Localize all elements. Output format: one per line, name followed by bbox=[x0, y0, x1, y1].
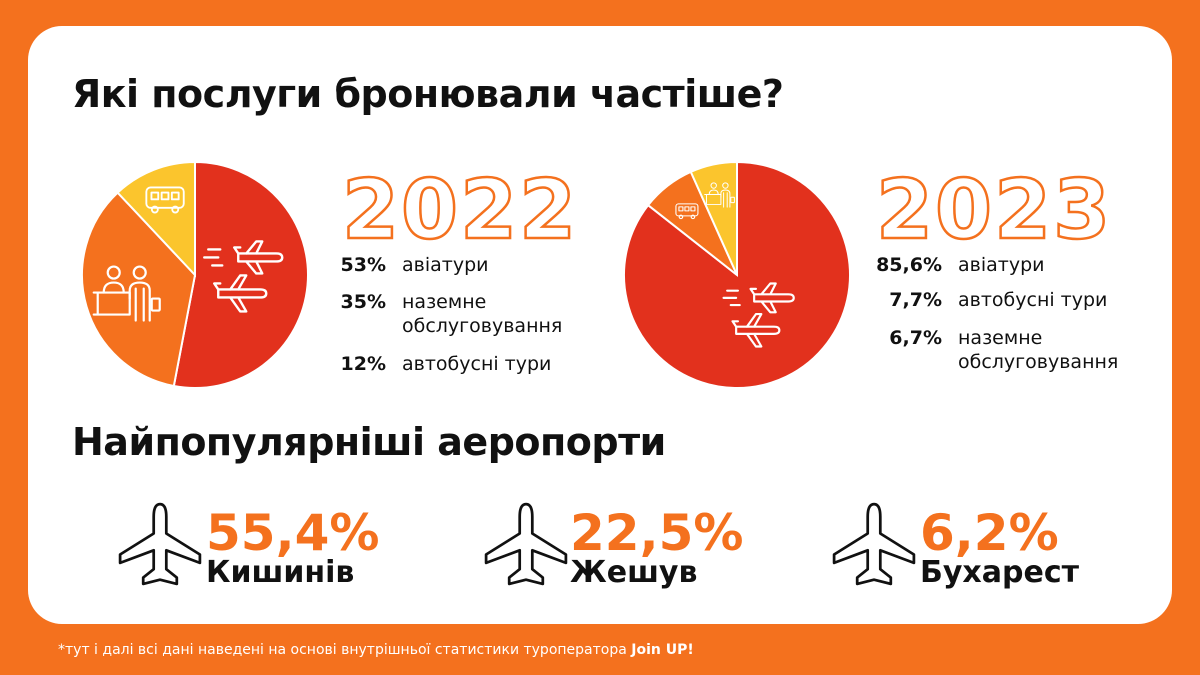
legend-percent: 35% bbox=[340, 291, 386, 313]
legend-label-line: обслуговування bbox=[402, 315, 563, 337]
footnote-text: *тут і далі всі дані наведені на основі … bbox=[58, 642, 632, 658]
airport-share: 22,5% bbox=[570, 504, 744, 562]
legend-percent: 53% bbox=[340, 254, 386, 276]
airport-city: Бухарест bbox=[920, 555, 1080, 590]
year-label-2023: 2023 bbox=[875, 163, 1113, 258]
legend-percent: 7,7% bbox=[889, 289, 942, 311]
legend-label-line: наземне bbox=[402, 291, 487, 313]
pie-chart-2023 bbox=[623, 160, 851, 389]
legend-row: 85,6% авіатури bbox=[868, 253, 1044, 277]
reception-desk-icon bbox=[92, 265, 161, 322]
airport-city: Жешув bbox=[570, 555, 698, 590]
page-title: Які послуги бронювали частіше? bbox=[72, 72, 784, 116]
bus-icon bbox=[675, 203, 699, 220]
airplanes-icon bbox=[722, 282, 795, 348]
legend-label-line: авіатури bbox=[958, 254, 1045, 276]
airport-share: 55,4% bbox=[206, 504, 380, 562]
legend-row: 53% авіатури bbox=[330, 253, 489, 277]
legend-label-line: автобусні тури bbox=[958, 289, 1108, 311]
pie-chart-2022 bbox=[81, 160, 309, 389]
pie-slice-3 bbox=[116, 160, 196, 278]
legend-percent: 12% bbox=[340, 353, 386, 375]
legend-row: 6,7% наземне обслуговування bbox=[868, 326, 1118, 374]
legend-label-line: наземне bbox=[958, 327, 1043, 349]
airport-share: 6,2% bbox=[920, 504, 1059, 562]
legend-label: авіатури bbox=[402, 253, 488, 277]
airplane-icon bbox=[484, 502, 568, 586]
airplane-icon bbox=[118, 502, 202, 586]
legend-label: наземне обслуговування bbox=[958, 326, 1118, 374]
legend-label-line: обслуговування bbox=[958, 351, 1119, 373]
legend-percent: 6,7% bbox=[889, 327, 942, 349]
legend-percent: 85,6% bbox=[876, 254, 942, 276]
legend-label: авіатури bbox=[958, 253, 1044, 277]
legend-label: автобусні тури bbox=[958, 288, 1107, 312]
airplanes-icon bbox=[203, 240, 284, 313]
reception-desk-icon bbox=[704, 182, 735, 208]
legend-row: 7,7% автобусні тури bbox=[868, 288, 1107, 312]
pie-slice-2 bbox=[81, 191, 197, 388]
legend-label: автобусні тури bbox=[402, 352, 551, 376]
legend-row: 35% наземне обслуговування bbox=[330, 290, 563, 338]
airport-city: Кишинів bbox=[206, 555, 355, 590]
legend-label-line: авіатури bbox=[402, 254, 489, 276]
legend-label: наземне обслуговування bbox=[402, 290, 562, 338]
footnote: *тут і далі всі дані наведені на основі … bbox=[58, 642, 694, 658]
legend-label-line: автобусні тури bbox=[402, 353, 552, 375]
legend-row: 12% автобусні тури bbox=[330, 352, 552, 376]
bus-icon bbox=[145, 186, 185, 214]
year-label-2022: 2022 bbox=[341, 163, 579, 258]
airports-section-title: Найпопулярніші аеропорти bbox=[72, 420, 666, 464]
footnote-brand: Join UP! bbox=[631, 642, 694, 658]
airplane-icon bbox=[832, 502, 916, 586]
